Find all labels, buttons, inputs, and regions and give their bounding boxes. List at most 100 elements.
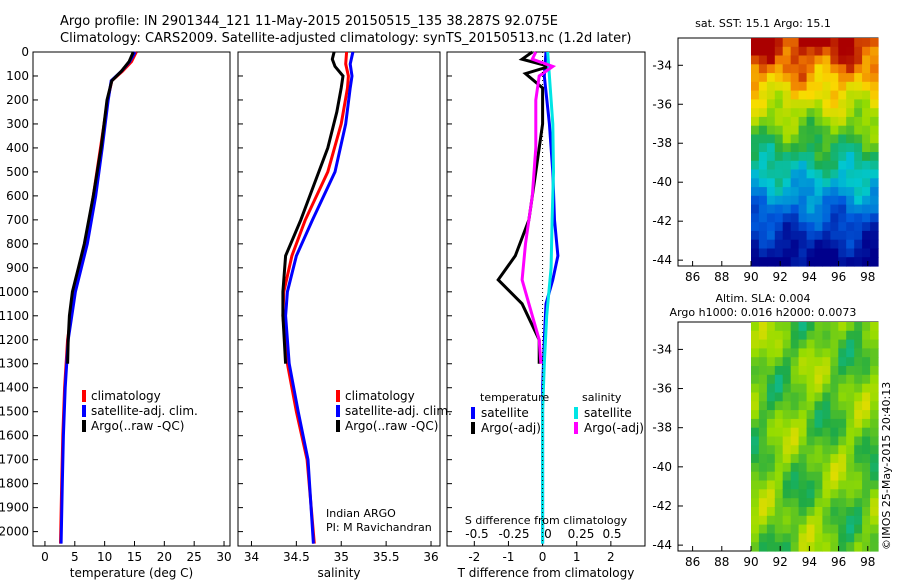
sla-heatmap-cell [854,374,863,385]
sst-heatmap-cell [774,160,784,171]
sst-heatmap-cell [814,90,823,100]
sla-heatmap-cell [782,471,792,482]
sla-heatmap-cell [774,480,784,490]
sst-heatmap-cell [806,38,816,48]
salinity-xtick-label: 35.5 [373,550,400,564]
sst-heatmap-cell [766,213,776,223]
sla-heatmap-cell [846,383,855,394]
sla-heatmap-cell [838,357,847,367]
sla-heatmap-cell [854,507,863,517]
sla-heatmap-cell [870,392,879,402]
sla-heatmap-cell [830,507,839,517]
sst-heatmap-cell [790,239,800,250]
sla-xtick-label: 92 [773,555,788,569]
sst-heatmap-cell [782,73,792,83]
sla-heatmap-cell [751,542,760,552]
sla-heatmap-cell [806,392,816,402]
sst-heatmap-cell [751,116,760,127]
sst-heatmap-cell [751,248,760,258]
sst-heatmap-cell [766,81,776,92]
sla-heatmap-cell [830,445,839,455]
sst-heatmap-cell [758,64,768,74]
sst-heatmap-cell [751,38,760,48]
sst-heatmap-cell [838,187,847,197]
sst-heatmap-cell [862,143,871,153]
sst-heatmap-cell [758,134,768,144]
sla-heatmap-cell [814,507,823,517]
sla-heatmap-cell [814,357,823,367]
sla-heatmap-cell [862,462,871,473]
sst-heatmap-cell [830,46,839,57]
temperature-ytick-label: 500 [6,165,29,179]
sla-heatmap-cell [758,357,768,367]
sst-heatmap-cell [774,125,784,136]
sst-heatmap-cell [766,99,776,109]
sst-heatmap-cell [774,116,784,127]
sla-heatmap-cell [806,339,816,349]
sla-heatmap-cell [798,489,808,499]
sla-heatmap-cell [790,348,800,358]
sla-heatmap-cell [862,524,871,534]
sst-heatmap-cell [774,257,784,267]
sst-heatmap-cell [870,143,879,153]
sst-heatmap-cell [846,73,855,83]
temperature-ytick-label: 600 [6,189,29,203]
sla-heatmap-cell [862,436,871,446]
sla-heatmap-cell [830,471,839,482]
sst-heatmap-cell [758,248,768,258]
sst-heatmap-cell [830,134,839,144]
sst-heatmap-cell [846,108,855,118]
sla-heatmap-cell [758,339,768,349]
sla-heatmap-cell [830,436,839,446]
sst-heatmap-cell [798,248,808,258]
temperature-line-argo-raw-qc- [66,51,135,364]
sst-heatmap-cell [790,169,800,179]
sla-heatmap-cell [758,436,768,446]
sst-heatmap-cell [862,46,871,57]
sla-heatmap-cell [751,410,760,420]
sla-heatmap-cell [758,427,768,438]
sla-heatmap-cell [766,392,776,402]
sla-heatmap-cell [758,366,768,376]
sla-heatmap-cell [830,542,839,552]
sla-heatmap-cell [790,374,800,385]
sla-heatmap-cell [806,374,816,385]
sst-heatmap-cell [782,230,792,241]
sla-heatmap-cell [751,462,760,473]
sla-heatmap-cell [870,357,879,367]
sst-heatmap-cell [870,108,879,118]
sla-heatmap-cell [774,410,784,420]
sla-heatmap-cell [830,462,839,473]
sst-heatmap-cell [870,195,879,206]
sla-heatmap-cell [838,427,847,438]
sst-heatmap-cell [790,248,800,258]
salinity-annotation-line1: Indian ARGO [326,507,396,520]
sst-heatmap-cell [870,160,879,171]
sst-heatmap-cell [822,222,831,232]
sst-heatmap-cell [782,143,792,153]
sst-heatmap-cell [814,99,823,109]
sla-heatmap-cell [862,533,871,543]
sst-heatmap-cell [774,81,784,92]
temperature-ytick-label: 700 [6,213,29,227]
temperature-ytick-label: 1100 [0,309,29,323]
sst-heatmap-cell [854,64,863,74]
sla-heatmap-cell [830,392,839,402]
sla-ytick-label: -36 [652,382,672,396]
sst-heatmap-cell [790,178,800,188]
sla-heatmap-cell [790,489,800,499]
sst-heatmap-cell [798,108,808,118]
sst-heatmap-cell [830,230,839,241]
sla-heatmap-cell [846,489,855,499]
sla-heatmap-cell [814,462,823,473]
sst-heatmap-cell [751,81,760,92]
sst-heatmap-cell [798,257,808,267]
sst-heatmap-cell [782,116,792,127]
sla-heatmap-cell [830,489,839,499]
sla-heatmap-cell [806,348,816,358]
sla-heatmap-cell [838,498,847,508]
sla-heatmap-cell [830,401,839,411]
sla-heatmap-cell [838,374,847,385]
sst-heatmap-cell [766,152,776,162]
sla-heatmap-cell [758,410,768,420]
